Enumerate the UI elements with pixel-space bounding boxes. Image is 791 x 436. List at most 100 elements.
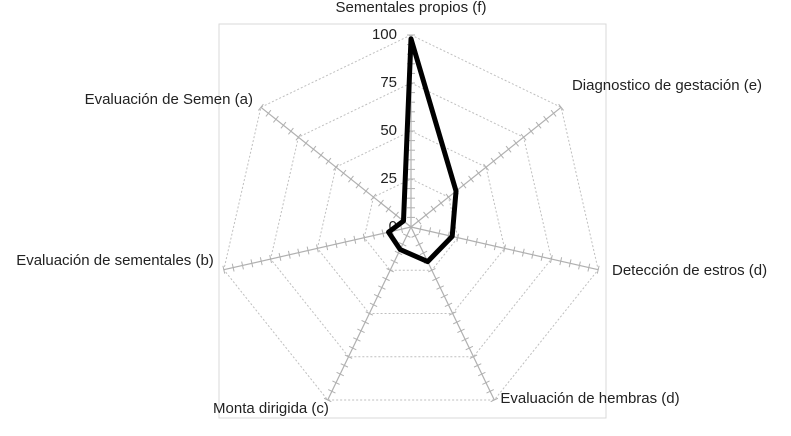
minor-tick (348, 175, 354, 183)
axis-label: Evaluación de Semen (a) (84, 91, 253, 108)
minor-tick (528, 127, 534, 135)
minor-tick (448, 311, 457, 316)
minor-tick (340, 169, 347, 177)
minor-tick (587, 263, 591, 272)
minor-tick (461, 337, 469, 342)
minor-tick (498, 151, 504, 159)
minor-tick (288, 127, 294, 135)
minor-tick (303, 139, 309, 147)
minor-tick (323, 397, 332, 403)
axis-label: Monta dirigida (c) (213, 400, 329, 417)
minor-tick (295, 133, 302, 141)
axis-label: Evaluación de sementales (b) (16, 252, 214, 269)
minor-tick (444, 302, 453, 308)
minor-tick (430, 205, 437, 213)
minor-tick (369, 302, 378, 308)
minor-tick (373, 294, 382, 299)
minor-tick (477, 371, 486, 377)
r-tick-label: 75 (380, 74, 397, 91)
minor-tick (400, 225, 404, 234)
minor-tick (280, 121, 287, 129)
minor-tick (436, 285, 444, 290)
minor-tick (398, 242, 407, 247)
minor-tick (578, 261, 581, 270)
minor-tick (475, 169, 482, 177)
minor-tick (385, 205, 392, 213)
minor-tick (535, 121, 542, 129)
minor-tick (348, 345, 357, 351)
minor-tick (475, 237, 478, 246)
minor-tick (241, 261, 244, 270)
minor-tick (490, 157, 497, 165)
minor-tick (513, 139, 519, 147)
minor-tick (490, 397, 499, 403)
minor-tick (550, 255, 553, 264)
minor-tick (306, 246, 310, 255)
minor-tick (353, 235, 357, 244)
minor-tick (596, 265, 600, 274)
minor-tick (287, 250, 291, 259)
minor-tick (415, 242, 424, 247)
minor-tick (344, 237, 347, 246)
minor-tick (505, 145, 512, 153)
minor-tick (437, 229, 441, 238)
minor-tick (456, 233, 460, 242)
grid-line (316, 130, 506, 314)
axis-label: Detección de estros (d) (612, 262, 768, 279)
minor-tick (457, 328, 465, 333)
minor-tick (259, 257, 263, 266)
r-tick-label: 100 (372, 26, 397, 43)
minor-tick (325, 157, 332, 165)
minor-tick (361, 319, 370, 325)
minor-tick (418, 225, 422, 234)
minor-tick (512, 246, 516, 255)
minor-tick (468, 175, 474, 183)
minor-tick (370, 193, 377, 201)
minor-tick (372, 231, 375, 240)
minor-tick (403, 233, 411, 238)
minor-tick (568, 259, 572, 268)
minor-tick (265, 109, 272, 117)
minor-tick (419, 250, 428, 256)
minor-tick (486, 389, 494, 394)
minor-tick (297, 248, 301, 257)
minor-tick (438, 199, 444, 207)
minor-tick (365, 311, 374, 316)
minor-tick (432, 276, 440, 282)
minor-tick (428, 268, 436, 273)
minor-tick (493, 242, 497, 251)
minor-tick (362, 233, 366, 242)
grid-line (270, 82, 552, 358)
minor-tick (483, 163, 489, 171)
minor-tick (465, 345, 474, 351)
minor-tick (559, 257, 563, 266)
minor-tick (411, 233, 419, 238)
minor-tick (394, 250, 403, 256)
minor-tick (460, 181, 467, 189)
axis-label: Evaluación de hembras (d) (500, 390, 680, 407)
minor-tick (273, 115, 279, 123)
minor-tick (550, 109, 557, 117)
minor-tick (334, 240, 338, 249)
minor-tick (231, 263, 235, 272)
minor-tick (440, 294, 449, 299)
minor-tick (482, 380, 490, 385)
minor-tick (390, 259, 399, 264)
minor-tick (423, 211, 429, 219)
minor-tick (503, 244, 506, 253)
minor-tick (543, 115, 549, 123)
r-tick-label: 50 (380, 122, 397, 139)
plot-frame (218, 23, 607, 419)
minor-tick (250, 259, 254, 268)
minor-tick (521, 248, 525, 257)
axis-label: Diagnostico de gestación (e) (571, 77, 763, 94)
minor-tick (325, 242, 329, 251)
minor-tick (378, 285, 386, 290)
minor-tick (469, 354, 478, 359)
minor-tick (415, 217, 422, 225)
minor-tick (363, 187, 369, 195)
minor-tick (340, 363, 349, 368)
minor-tick (386, 268, 394, 273)
